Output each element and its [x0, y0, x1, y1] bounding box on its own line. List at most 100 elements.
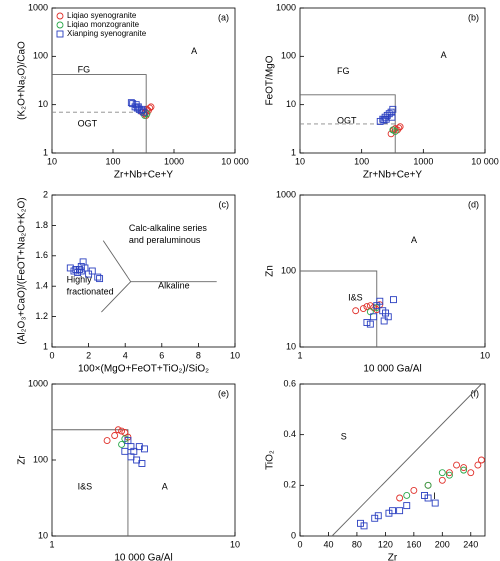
x-tick-label: 80 [352, 539, 362, 549]
field-label: A [441, 50, 447, 60]
x-tick-label: 200 [435, 539, 450, 549]
x-axis-title: Zr+Nb+Ce+Y [114, 170, 174, 181]
field-label: Alkaline [158, 281, 190, 291]
boundary-line [52, 429, 129, 536]
y-tick-label: 1.2 [35, 311, 48, 321]
y-axis-title: (Al₂O₃+CaO)/(FeOT+Na₂O+K₂O) [17, 197, 28, 344]
point [431, 499, 439, 507]
point [96, 275, 104, 283]
point [389, 105, 397, 113]
point [140, 445, 148, 453]
point [453, 461, 460, 469]
field-label: I&S [78, 482, 93, 492]
point [395, 124, 403, 132]
legend-label: Liqiao syenogranite [67, 11, 137, 20]
boundary-line [300, 94, 396, 153]
y-tick-label: 0.6 [283, 378, 296, 388]
field-label: OGT [78, 118, 98, 128]
x-axis-title: 10 000 Ga/Al [114, 553, 172, 561]
point [114, 426, 122, 434]
y-tick-label: 10 [38, 530, 48, 540]
boundary-line [331, 383, 482, 537]
x-axis-title: Zr [388, 553, 398, 561]
panel: 10 100 1000 10 0001101001000Zr+Nb+Ce+Y(K₂O+… [17, 2, 249, 180]
panel: 0 2 4 6 8 10 1 1.2 1.4 1.6 1.8 2 100×(MgO+FeOT+TiO₂)… [17, 189, 240, 374]
x-tick-label: 2 [86, 350, 91, 360]
y-tick-label: 1.8 [35, 220, 48, 230]
point [445, 471, 453, 479]
y-tick-label: 100 [33, 454, 48, 464]
x-tick-label: 10 [295, 156, 305, 166]
plot-frame [299, 383, 486, 537]
point [371, 514, 379, 522]
point [359, 305, 367, 313]
point [403, 492, 411, 499]
point [384, 313, 392, 321]
plot-frame [51, 194, 236, 348]
point [111, 432, 119, 439]
field-label: Calc-alkaline series [129, 223, 208, 233]
point [380, 317, 388, 325]
point [135, 443, 143, 451]
panel-label: (e) [218, 388, 229, 398]
point [390, 296, 397, 304]
y-tick-label: 100 [281, 51, 296, 61]
y-tick-label: 100 [33, 51, 48, 61]
y-tick-label: 1.4 [35, 281, 48, 291]
point [438, 469, 446, 477]
y-tick-label: 10 [286, 99, 296, 109]
field-label: S [341, 432, 347, 442]
point [88, 267, 96, 275]
y-tick-label: 1 [43, 147, 48, 157]
point [396, 494, 404, 502]
x-tick-label: 160 [406, 539, 421, 549]
panel-label: (b) [468, 12, 479, 22]
point [388, 113, 396, 121]
y-axis-title: TiO₂ [265, 450, 276, 470]
boundary-line [101, 240, 132, 313]
point [81, 264, 89, 272]
field-label: OGT [337, 115, 357, 125]
field-label: I [433, 491, 436, 501]
point [421, 492, 428, 499]
plot-frame [51, 383, 236, 537]
point [121, 447, 129, 455]
field-label: A [162, 482, 168, 492]
x-tick-label: 0 [297, 539, 302, 549]
point [366, 320, 374, 328]
point [460, 466, 468, 474]
point [474, 461, 482, 469]
point [424, 494, 432, 502]
legend-label: Xianping syenogranite [67, 29, 147, 38]
point [410, 486, 418, 494]
point [363, 303, 371, 311]
point [357, 519, 364, 527]
boundary-line [52, 74, 147, 153]
legend-marker [56, 12, 64, 20]
point [360, 522, 368, 530]
plot-frame [51, 7, 236, 154]
x-tick-label: 1000 [413, 156, 433, 166]
point [103, 437, 111, 445]
x-tick-label: 100 [354, 156, 369, 166]
y-tick-label: 1000 [28, 2, 48, 12]
field-label: fractionated [67, 287, 114, 297]
field-label: A [411, 235, 417, 245]
point [477, 456, 485, 464]
point [118, 427, 126, 435]
point [389, 507, 396, 515]
x-tick-label: 10 [480, 350, 490, 360]
y-tick-label: 0 [291, 530, 296, 540]
panel-label: (c) [219, 199, 230, 209]
point [391, 127, 399, 135]
x-tick-label: 1 [49, 539, 54, 549]
point [403, 502, 411, 510]
y-axis-title: Zn [265, 265, 276, 277]
x-tick-label: 10 000 [221, 156, 249, 166]
x-tick-label: 10 [230, 539, 240, 549]
point [438, 476, 446, 484]
field-label: and peraluminous [129, 235, 201, 245]
x-tick-label: 4 [123, 350, 128, 360]
